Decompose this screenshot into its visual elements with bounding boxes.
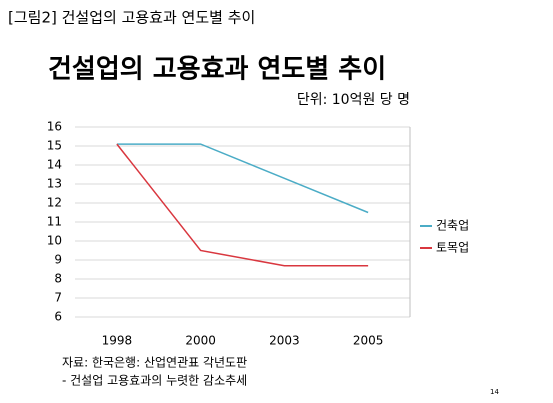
y-tick-label: 7 bbox=[54, 291, 62, 305]
x-tick-label: 2003 bbox=[269, 334, 300, 348]
series-line bbox=[116, 143, 369, 214]
subtitle: 단위: 10억원 당 명 bbox=[297, 92, 410, 108]
legend-label: 토목업 bbox=[436, 241, 469, 255]
chart-title: 건설업의 고용효과 연도별 추이 bbox=[48, 55, 386, 85]
note: 자료: 한국은행: 산업연관표 각년도판 bbox=[62, 355, 247, 370]
caption: [그림2] 건설업의 고용효과 연도별 추이 bbox=[8, 9, 255, 27]
y-tick-label: 8 bbox=[54, 272, 62, 286]
y-tick-label: 10 bbox=[47, 234, 62, 248]
y-tick-label: 11 bbox=[47, 215, 62, 229]
x-tick-label: 1998 bbox=[102, 334, 133, 348]
y-tick-label: 13 bbox=[47, 177, 62, 191]
note: - 건설업 고용효과의 누렷한 감소추세 bbox=[62, 374, 247, 388]
y-tick-label: 16 bbox=[47, 120, 62, 134]
legend-label: 건축업 bbox=[436, 219, 469, 233]
y-tick-label: 9 bbox=[54, 253, 62, 267]
page-number: 14 bbox=[490, 388, 499, 396]
y-tick-label: 12 bbox=[47, 196, 62, 210]
y-tick-label: 14 bbox=[47, 158, 62, 172]
y-tick-label: 15 bbox=[47, 139, 62, 153]
y-tick-label: 6 bbox=[54, 310, 62, 324]
x-tick-label: 2000 bbox=[185, 334, 216, 348]
x-tick-label: 2005 bbox=[353, 334, 384, 348]
series-line bbox=[116, 143, 369, 267]
